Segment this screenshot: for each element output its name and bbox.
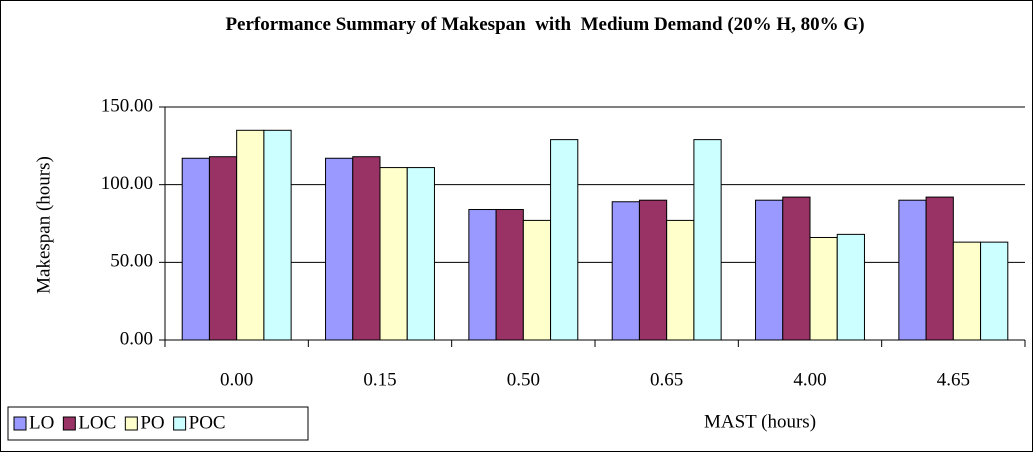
bar xyxy=(638,199,668,341)
bar xyxy=(468,209,497,341)
bar xyxy=(809,236,838,341)
bar xyxy=(782,196,811,341)
x-tick-label: 0.50 xyxy=(507,369,540,390)
bar xyxy=(379,167,408,341)
bar xyxy=(406,167,435,341)
bar xyxy=(755,199,784,341)
bar xyxy=(325,157,354,341)
y-tick-label: 100.00 xyxy=(101,173,153,194)
x-axis-label: MAST (hours) xyxy=(704,411,816,432)
x-tick-label: 0.65 xyxy=(650,369,683,390)
legend-swatch xyxy=(124,416,138,431)
bar xyxy=(263,129,292,341)
bar xyxy=(181,157,210,341)
legend-label: LO xyxy=(29,412,54,433)
legend-box xyxy=(7,406,309,441)
legend-swatch xyxy=(13,416,27,431)
legend-label: PO xyxy=(140,412,164,433)
bar xyxy=(522,219,552,341)
bar xyxy=(898,199,927,341)
bar xyxy=(666,219,695,341)
bar xyxy=(952,241,982,341)
y-tick-label: 50.00 xyxy=(110,251,153,272)
x-tick-label: 4.65 xyxy=(937,369,970,390)
y-tick-label: 0.00 xyxy=(120,328,153,349)
bar xyxy=(925,196,954,341)
chart-title: Performance Summary of Makespan with Med… xyxy=(225,14,865,35)
bar xyxy=(980,241,1009,341)
legend-swatch xyxy=(173,416,187,431)
x-tick-label: 4.00 xyxy=(793,369,826,390)
y-axis-label: Makespan (hours) xyxy=(33,156,54,294)
legend-label: LOC xyxy=(78,412,116,433)
bar xyxy=(611,201,640,341)
bar xyxy=(550,139,579,341)
bar xyxy=(352,156,381,341)
x-tick-label: 0.15 xyxy=(363,369,396,390)
bar xyxy=(208,156,238,341)
bar xyxy=(836,233,865,341)
y-tick-label: 150.00 xyxy=(101,95,153,116)
bar xyxy=(495,209,524,341)
legend-label: POC xyxy=(189,412,226,433)
legend-swatch xyxy=(62,416,76,431)
bar xyxy=(693,139,722,341)
bar xyxy=(236,129,265,341)
x-tick-label: 0.00 xyxy=(220,369,253,390)
